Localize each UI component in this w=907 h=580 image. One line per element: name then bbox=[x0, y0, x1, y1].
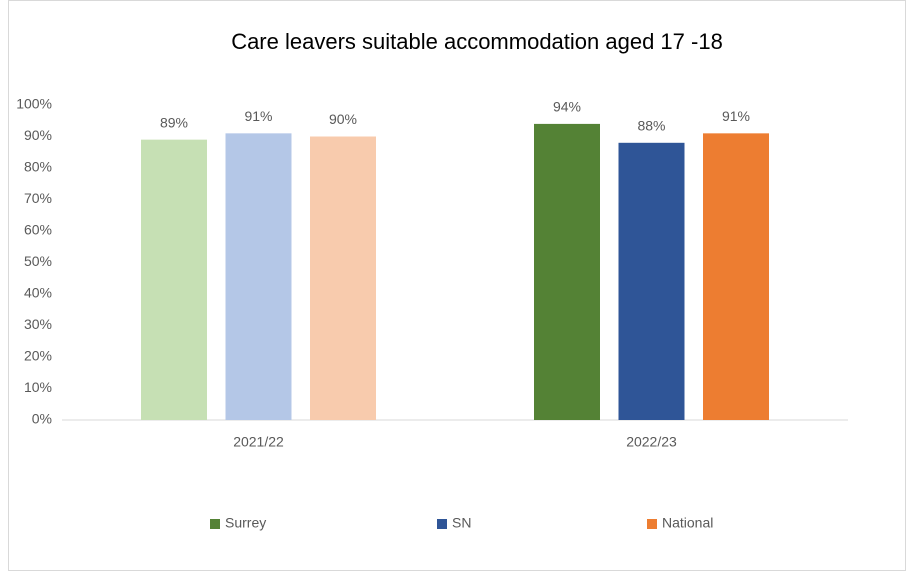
data-label: 94% bbox=[553, 99, 581, 115]
legend-label: National bbox=[662, 515, 713, 531]
x-tick-label: 2022/23 bbox=[626, 434, 677, 450]
y-tick-label: 100% bbox=[16, 96, 52, 112]
bar bbox=[703, 133, 769, 420]
bar bbox=[534, 123, 600, 421]
y-tick-label: 90% bbox=[24, 127, 52, 143]
x-tick-label: 2021/22 bbox=[233, 434, 284, 450]
legend-label: Surrey bbox=[225, 515, 266, 531]
legend-swatch bbox=[210, 519, 220, 529]
y-tick-label: 30% bbox=[24, 316, 52, 332]
y-tick-label: 70% bbox=[24, 190, 52, 206]
y-tick-label: 0% bbox=[32, 411, 52, 427]
y-tick-label: 80% bbox=[24, 159, 52, 175]
y-tick-label: 10% bbox=[24, 379, 52, 395]
data-label: 88% bbox=[637, 118, 665, 134]
data-label: 91% bbox=[722, 108, 750, 124]
legend-label: SN bbox=[452, 515, 471, 531]
data-label: 91% bbox=[244, 108, 272, 124]
chart-border bbox=[8, 0, 906, 571]
bar bbox=[618, 142, 685, 421]
data-label: 89% bbox=[160, 114, 188, 130]
legend-swatch bbox=[647, 519, 657, 529]
bar bbox=[225, 133, 292, 420]
legend-swatch bbox=[437, 519, 447, 529]
y-tick-label: 60% bbox=[24, 222, 52, 238]
data-label: 90% bbox=[329, 111, 357, 127]
y-tick-label: 50% bbox=[24, 253, 52, 269]
y-tick-label: 40% bbox=[24, 285, 52, 301]
chart-title: Care leavers suitable accommodation aged… bbox=[231, 29, 723, 54]
bar bbox=[141, 139, 207, 420]
y-tick-label: 20% bbox=[24, 348, 52, 364]
bar bbox=[310, 136, 376, 420]
